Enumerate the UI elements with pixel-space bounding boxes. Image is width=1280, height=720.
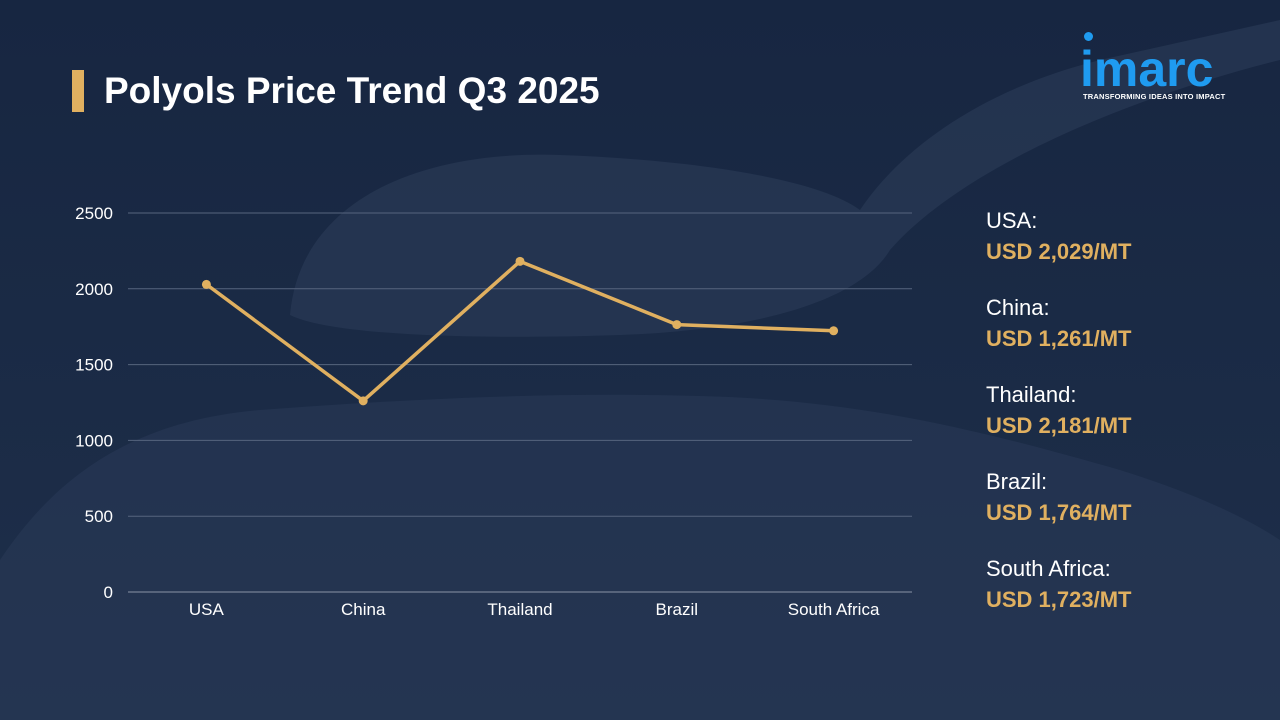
legend-country: Brazil: bbox=[986, 469, 1048, 494]
x-tick-label: Thailand bbox=[487, 600, 552, 619]
x-tick-label: Brazil bbox=[656, 600, 699, 619]
logo-wordmark: imarc bbox=[1080, 41, 1214, 97]
x-tick-label: South Africa bbox=[788, 600, 880, 619]
y-tick-label: 2500 bbox=[75, 204, 113, 223]
y-tick-label: 1500 bbox=[75, 356, 113, 375]
legend-country: China: bbox=[986, 295, 1050, 320]
price-legend: USA: USD 2,029/MT China: USD 1,261/MT Thaila… bbox=[986, 206, 1266, 641]
title-accent-bar bbox=[72, 70, 84, 112]
data-point bbox=[829, 326, 839, 336]
y-tick-label: 2000 bbox=[75, 280, 113, 299]
y-tick-label: 500 bbox=[85, 507, 113, 526]
sugar-pile-shape bbox=[0, 394, 1280, 720]
legend-country: Thailand: bbox=[986, 382, 1077, 407]
logo-tagline: TRANSFORMING IDEAS INTO IMPACT bbox=[1083, 92, 1226, 101]
data-point bbox=[515, 256, 525, 266]
logo-dot bbox=[1084, 32, 1093, 41]
data-point bbox=[201, 279, 211, 289]
x-tick-label: China bbox=[341, 600, 386, 619]
legend-price: USD 1,723/MT bbox=[986, 587, 1132, 612]
legend-country: USA: bbox=[986, 208, 1038, 233]
legend-price: USD 2,029/MT bbox=[986, 239, 1132, 264]
legend-country: South Africa: bbox=[986, 556, 1111, 581]
legend-price: USD 2,181/MT bbox=[986, 413, 1132, 438]
y-tick-label: 0 bbox=[104, 583, 113, 602]
legend-price: USD 1,764/MT bbox=[986, 500, 1132, 525]
legend-item: Thailand: USD 2,181/MT bbox=[986, 380, 1266, 467]
imarc-logo: imarc TRANSFORMING IDEAS INTO IMPACT bbox=[1080, 32, 1250, 104]
legend-item: South Africa: USD 1,723/MT bbox=[986, 554, 1266, 641]
data-point bbox=[358, 396, 368, 406]
data-point bbox=[672, 320, 682, 330]
x-tick-label: USA bbox=[189, 600, 225, 619]
series-line bbox=[205, 259, 834, 403]
legend-item: USA: USD 2,029/MT bbox=[986, 206, 1266, 293]
legend-item: Brazil: USD 1,764/MT bbox=[986, 467, 1266, 554]
spoon-shape bbox=[290, 20, 1280, 337]
page-title: Polyols Price Trend Q3 2025 bbox=[104, 70, 600, 111]
legend-item: China: USD 1,261/MT bbox=[986, 293, 1266, 380]
legend-price: USD 1,261/MT bbox=[986, 326, 1132, 351]
price-line-chart: 0 500 1000 1500 2000 2500 USA China Thailand Braz… bbox=[75, 204, 912, 619]
y-tick-label: 1000 bbox=[75, 431, 113, 450]
